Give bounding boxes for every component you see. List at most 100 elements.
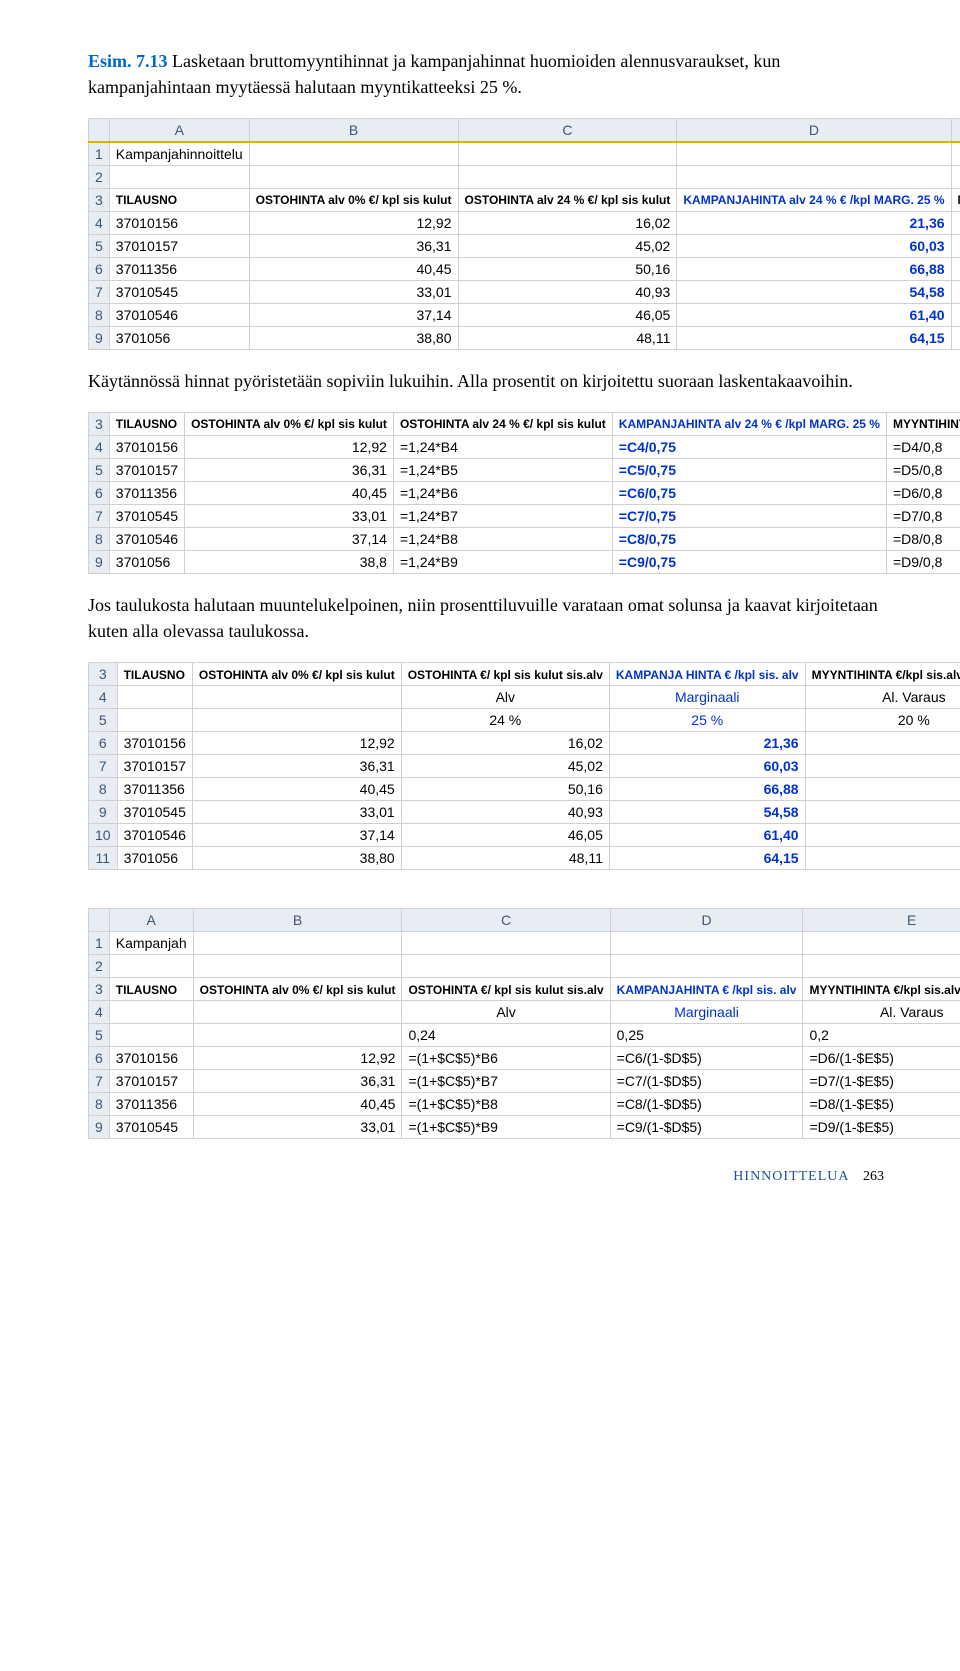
h-e: MYYNTIHINTA €/kpl sis.alv BRUTTO <box>805 663 960 686</box>
corner-cell <box>89 909 110 932</box>
cell: 45,02 <box>458 235 677 258</box>
cell: =D9/(1-$E$5) <box>803 1116 960 1139</box>
cell: 54,58 <box>609 801 805 824</box>
cell: 83,60 <box>805 778 960 801</box>
row-5: 5 <box>89 459 110 482</box>
row-6: 6 <box>89 732 118 755</box>
cell: 75,04 <box>951 235 960 258</box>
cell: 40,45 <box>249 258 458 281</box>
cell: 21,36 <box>609 732 805 755</box>
cell: 33,01 <box>193 1116 402 1139</box>
pct-e: 20 % <box>805 709 960 732</box>
table-1-values: A B C D E F 1Kampanjahinnoittelu 2 3 TIL… <box>88 118 960 350</box>
h-e: MYYNTIHINTA alv 24 % €/kpl AL.VARAUS 20 … <box>951 189 960 212</box>
row-4: 4 <box>89 212 110 235</box>
h-b: OSTOHINTA alv 0% €/ kpl sis kulut <box>185 413 394 436</box>
cell: =1,24*B6 <box>393 482 612 505</box>
h-d: KAMPANJAHINTA alv 24 % € /kpl MARG. 25 % <box>612 413 886 436</box>
row-2: 2 <box>89 166 110 189</box>
row-9: 9 <box>89 551 110 574</box>
cell: 37,14 <box>192 824 401 847</box>
sub-d: Marginaali <box>610 1001 803 1024</box>
cell: =D5/0,8 <box>886 459 960 482</box>
cell: 21,36 <box>677 212 951 235</box>
cell: 37,14 <box>185 528 394 551</box>
col-C: C <box>458 119 677 143</box>
cell: 68,22 <box>805 801 960 824</box>
h-c: OSTOHINTA alv 24 % €/ kpl sis kulut <box>393 413 612 436</box>
cell: 33,01 <box>249 281 458 304</box>
cell: =(1+$C$5)*B7 <box>402 1070 610 1093</box>
example-label: Esim. 7.13 <box>88 51 168 71</box>
cell: 76,76 <box>951 304 960 327</box>
h-tilaus: TILAUSNO <box>109 978 193 1001</box>
cell: 37010545 <box>109 281 249 304</box>
row-5: 5 <box>89 235 110 258</box>
row-3: 3 <box>89 413 110 436</box>
intro-text: Lasketaan bruttomyyntihinnat ja kampanja… <box>88 51 780 97</box>
footer-section: HINNOITTELUA <box>733 1169 849 1184</box>
row-7: 7 <box>89 505 110 528</box>
cell: 12,92 <box>193 1047 402 1070</box>
col-E: E <box>803 909 960 932</box>
row-8: 8 <box>89 528 110 551</box>
h-e: MYYNTIHINTA alv 24 % €/kpl AL.VARAUS 20 … <box>886 413 960 436</box>
row-7: 7 <box>89 281 110 304</box>
cell: 66,88 <box>609 778 805 801</box>
cell: =C7/0,75 <box>612 505 886 528</box>
row-4: 4 <box>89 1001 110 1024</box>
pct-d: 0,25 <box>610 1024 803 1047</box>
cell: 38,8 <box>185 551 394 574</box>
sub-c: Alv <box>402 1001 610 1024</box>
cell: 3701056 <box>109 327 249 350</box>
cell: =C6/0,75 <box>612 482 886 505</box>
cell: 37010545 <box>109 505 184 528</box>
cell: 37011356 <box>109 482 184 505</box>
para-3: Jos taulukosta halutaan muuntelukelpoine… <box>56 592 904 644</box>
cell: 75,04 <box>805 755 960 778</box>
cell: =D8/(1-$E$5) <box>803 1093 960 1116</box>
cell: =(1+$C$5)*B8 <box>402 1093 610 1116</box>
h-d: KAMPANJAHINTA € /kpl sis. alv <box>610 978 803 1001</box>
col-A: A <box>109 119 249 143</box>
cell: =C6/(1-$D$5) <box>610 1047 803 1070</box>
cell: 37010157 <box>117 755 192 778</box>
row-9: 9 <box>89 801 118 824</box>
col-D: D <box>677 119 951 143</box>
cell: 54,58 <box>677 281 951 304</box>
cell: =D8/0,8 <box>886 528 960 551</box>
para-2: Käytännössä hinnat pyöristetään sopiviin… <box>56 368 904 394</box>
h-c: OSTOHINTA alv 24 % €/ kpl sis kulut <box>458 189 677 212</box>
cell: =D7/0,8 <box>886 505 960 528</box>
cell: 64,15 <box>677 327 951 350</box>
row-3: 3 <box>89 189 110 212</box>
cell: 12,92 <box>192 732 401 755</box>
cell: 37011356 <box>109 258 249 281</box>
cell: 66,88 <box>677 258 951 281</box>
h-e: MYYNTIHINTA €/kpl sis.alv BRUTTO <box>803 978 960 1001</box>
cell: =C7/(1-$D$5) <box>610 1070 803 1093</box>
pct-c: 0,24 <box>402 1024 610 1047</box>
cell: 37010546 <box>117 824 192 847</box>
cell: 60,03 <box>677 235 951 258</box>
cell: 37010545 <box>109 1116 193 1139</box>
cell: 37010157 <box>109 459 184 482</box>
cell: =1,24*B9 <box>393 551 612 574</box>
h-d: KAMPANJA HINTA € /kpl sis. alv <box>609 663 805 686</box>
cell: 37010156 <box>109 212 249 235</box>
row-11: 11 <box>89 847 118 870</box>
cell: =C8/(1-$D$5) <box>610 1093 803 1116</box>
cell: 45,02 <box>401 755 609 778</box>
example-heading: Esim. 7.13 Lasketaan bruttomyyntihinnat … <box>56 48 904 100</box>
cell: 16,02 <box>458 212 677 235</box>
cell: 80,19 <box>805 847 960 870</box>
cell: 3701056 <box>109 551 184 574</box>
cell: 37010156 <box>109 1047 193 1070</box>
pct-c: 24 % <box>401 709 609 732</box>
cell: 40,45 <box>192 778 401 801</box>
row-8: 8 <box>89 304 110 327</box>
col-A: A <box>109 909 193 932</box>
cell: =D6/(1-$E$5) <box>803 1047 960 1070</box>
t4-title: Kampanjah <box>109 932 193 955</box>
row-7: 7 <box>89 1070 110 1093</box>
